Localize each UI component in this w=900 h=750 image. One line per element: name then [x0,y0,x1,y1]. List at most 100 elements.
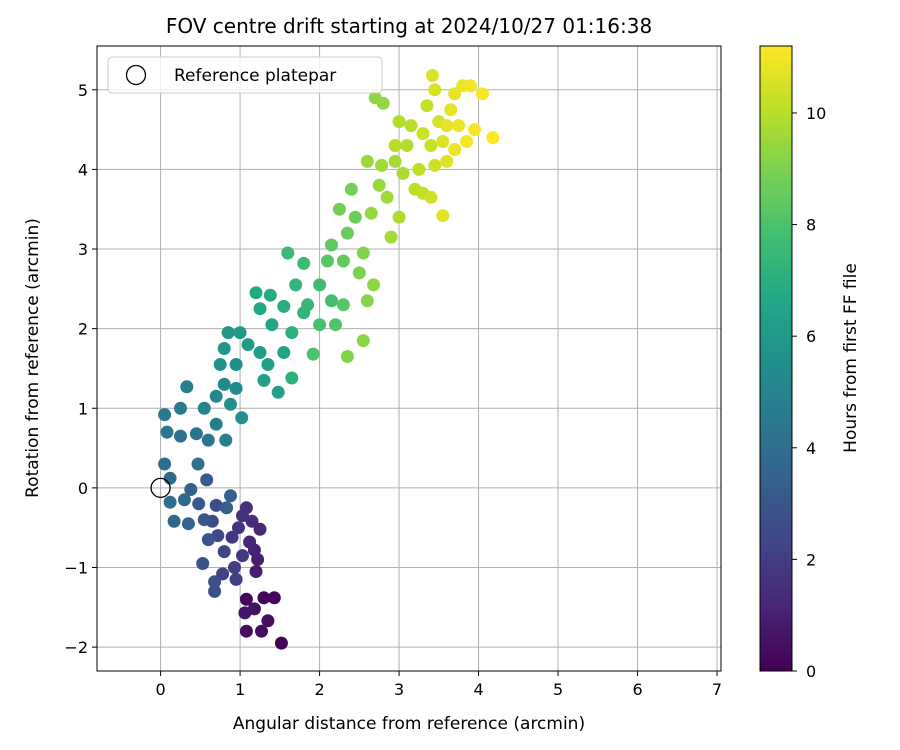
x-axis-label: Angular distance from reference (arcmin) [233,714,585,734]
scatter-point [400,139,414,152]
scatter-point [201,533,215,547]
scatter-point [321,254,334,268]
scatter-point [360,154,374,168]
scatter-point [167,514,181,528]
scatter-point [253,302,267,316]
scatter-point [184,483,198,496]
scatter-point [336,254,350,268]
scatter-point [356,334,370,348]
scatter-point [428,83,442,97]
y-axis-label: Rotation from reference (arcmin) [23,218,43,498]
scatter-point [174,429,187,443]
scatter-point [224,489,237,503]
scatter-point [356,246,370,260]
scatter-point [249,565,263,578]
scatter-point [163,471,177,485]
colorbar-ticks: 0 2 4 6 8 10 [792,104,826,681]
y-tick-label: −1 [64,558,88,577]
scatter-point [177,493,191,507]
scatter-point [313,278,327,292]
scatter-point [392,210,406,224]
x-tick-label: 3 [394,680,404,699]
colorbar-tick-label: 8 [806,216,816,235]
colorbar-tick-label: 4 [806,439,816,458]
scatter-point [464,79,478,93]
scatter-point [236,549,249,563]
scatter-point [225,530,239,544]
scatter-point [274,636,288,650]
scatter-point [197,513,211,527]
x-tick-label: 5 [553,680,563,699]
colorbar-gradient [759,45,793,672]
scatter-point [440,154,454,168]
scatter-point [281,246,295,260]
scatter-point [448,143,462,156]
scatter-point [201,433,215,447]
scatter-point [424,190,438,204]
scatter-point [217,342,231,355]
scatter-point [340,226,354,240]
scatter-point [329,318,342,332]
scatter-point [189,427,203,441]
scatter-point [261,614,275,628]
scatter-point [232,521,245,535]
scatter-point [285,326,299,340]
scatter-point [241,338,255,352]
colorbar: 0 2 4 6 8 10 Hours from first FF file [759,45,861,681]
scatter-point [376,96,390,110]
scatter-point [208,575,222,589]
scatter-point [196,557,210,570]
scatter-point [436,209,450,223]
scatter-point [285,371,299,385]
scatter-point [257,373,271,387]
scatter-point [191,457,205,471]
scatter-point [233,326,247,340]
x-tick-label: 2 [314,680,324,699]
scatter-point [261,358,275,371]
scatter-point [197,401,211,415]
scatter-point [448,87,462,101]
chart-title: FOV centre drift starting at 2024/10/27 … [166,14,652,38]
colorbar-tick-label: 2 [806,550,816,569]
scatter-point [245,514,259,528]
scatter-point [388,139,402,152]
scatter-point [221,326,235,340]
scatter-point [236,509,249,523]
scatter-point [257,591,271,605]
scatter-point [325,238,338,252]
scatter-point [271,385,285,399]
x-tick-label: 0 [155,680,165,699]
scatter-point [208,584,222,598]
scatter-point [200,473,214,487]
scatter-point [277,346,291,359]
scatter-point [158,408,172,422]
scatter-point [436,135,450,148]
scatter-point [216,567,230,581]
scatter-point [452,119,466,133]
scatter-point [224,397,237,411]
scatter-point [313,318,327,332]
scatter-point [238,606,252,620]
scatter-point [392,115,406,129]
legend-box [107,56,383,94]
x-tick-label: 4 [473,680,483,699]
scatter-point [380,190,394,204]
scatter-point [243,535,257,549]
scatter-point [297,256,311,270]
scatter-point [416,127,430,141]
y-tick-label: 0 [78,479,88,498]
scatter-point [444,103,458,117]
x-tick-label: 1 [235,680,245,699]
scatter-point [253,522,267,536]
scatter-point [181,517,195,531]
plot-frame [96,45,722,672]
x-axis-ticks: 0 1 2 3 4 5 6 7 [155,671,722,699]
scatter-point [425,69,439,82]
scatter-point [289,278,303,292]
x-tick-label: 7 [712,680,722,699]
scatter-point [424,139,438,152]
scatter-point [229,381,243,395]
scatter-point [217,377,231,391]
scatter-point [468,123,482,137]
scatter-point [229,358,243,371]
